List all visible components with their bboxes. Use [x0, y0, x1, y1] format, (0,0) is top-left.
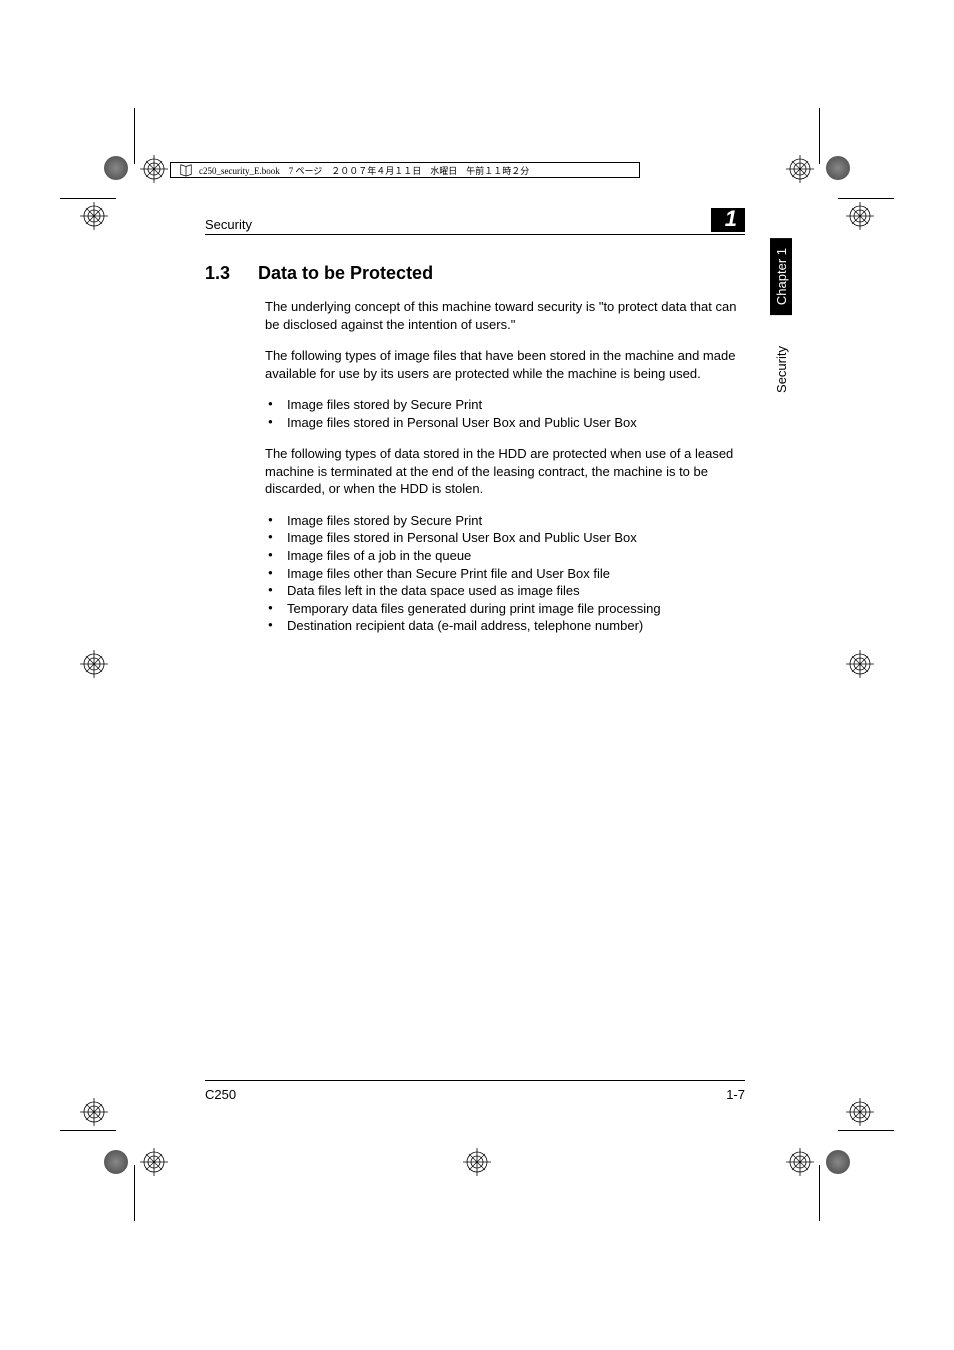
- list-item: Image files stored in Personal User Box …: [265, 414, 745, 432]
- reg-mark-icon: [786, 1148, 814, 1176]
- page-container: c250_security_E.book 7 ページ ２００７年４月１１日 水曜…: [0, 0, 954, 1350]
- reg-mark-icon: [846, 1098, 874, 1126]
- reg-mark-icon: [786, 155, 814, 183]
- list-item: Data files left in the data space used a…: [265, 582, 745, 600]
- list-item: Image files stored in Personal User Box …: [265, 529, 745, 547]
- footer-model: C250: [205, 1087, 236, 1102]
- section-number: 1.3: [205, 263, 230, 284]
- crop-line: [819, 1165, 820, 1221]
- side-tab-chapter: Chapter 1: [770, 238, 792, 315]
- reg-corner-icon: [826, 156, 850, 180]
- reg-mark-icon: [846, 650, 874, 678]
- crop-line: [819, 108, 820, 164]
- list-item: Image files of a job in the queue: [265, 547, 745, 565]
- list-item: Image files other than Secure Print file…: [265, 565, 745, 583]
- crop-line: [134, 1165, 135, 1221]
- list-item: Image files stored by Secure Print: [265, 512, 745, 530]
- reg-mark-icon: [140, 155, 168, 183]
- reg-mark-icon: [80, 202, 108, 230]
- bullet-list: Image files stored by Secure Print Image…: [265, 396, 745, 431]
- reg-corner-icon: [104, 1150, 128, 1174]
- book-icon: [179, 163, 193, 177]
- footer-page-number: 1-7: [726, 1087, 745, 1102]
- reg-mark-icon: [140, 1148, 168, 1176]
- list-item: Image files stored by Secure Print: [265, 396, 745, 414]
- crop-line: [60, 198, 116, 199]
- paragraph: The following types of data stored in th…: [265, 445, 745, 498]
- running-header: Security 1: [205, 208, 745, 235]
- reg-mark-icon: [80, 1098, 108, 1126]
- content-area: Security 1 1.3 Data to be Protected The …: [205, 208, 745, 649]
- chapter-badge: 1: [711, 208, 745, 232]
- crop-line: [838, 1130, 894, 1131]
- paragraph: The underlying concept of this machine t…: [265, 298, 745, 333]
- section-heading: 1.3 Data to be Protected: [205, 263, 745, 284]
- crop-line: [838, 198, 894, 199]
- page-footer: C250 1-7: [205, 1080, 745, 1102]
- list-item: Temporary data files generated during pr…: [265, 600, 745, 618]
- document-header-box: c250_security_E.book 7 ページ ２００７年４月１１日 水曜…: [170, 162, 640, 178]
- crop-line: [134, 108, 135, 164]
- paragraph: The following types of image files that …: [265, 347, 745, 382]
- header-filename: c250_security_E.book 7 ページ ２００７年４月１１日 水曜…: [199, 164, 529, 177]
- reg-mark-icon: [463, 1148, 491, 1176]
- list-item: Destination recipient data (e-mail addre…: [265, 617, 745, 635]
- crop-line: [60, 1130, 116, 1131]
- reg-corner-icon: [104, 156, 128, 180]
- side-tab-security: Security: [770, 340, 792, 399]
- running-header-text: Security: [205, 217, 252, 232]
- bullet-list: Image files stored by Secure Print Image…: [265, 512, 745, 635]
- reg-corner-icon: [826, 1150, 850, 1174]
- reg-mark-icon: [846, 202, 874, 230]
- section-title: Data to be Protected: [258, 263, 433, 284]
- reg-mark-icon: [80, 650, 108, 678]
